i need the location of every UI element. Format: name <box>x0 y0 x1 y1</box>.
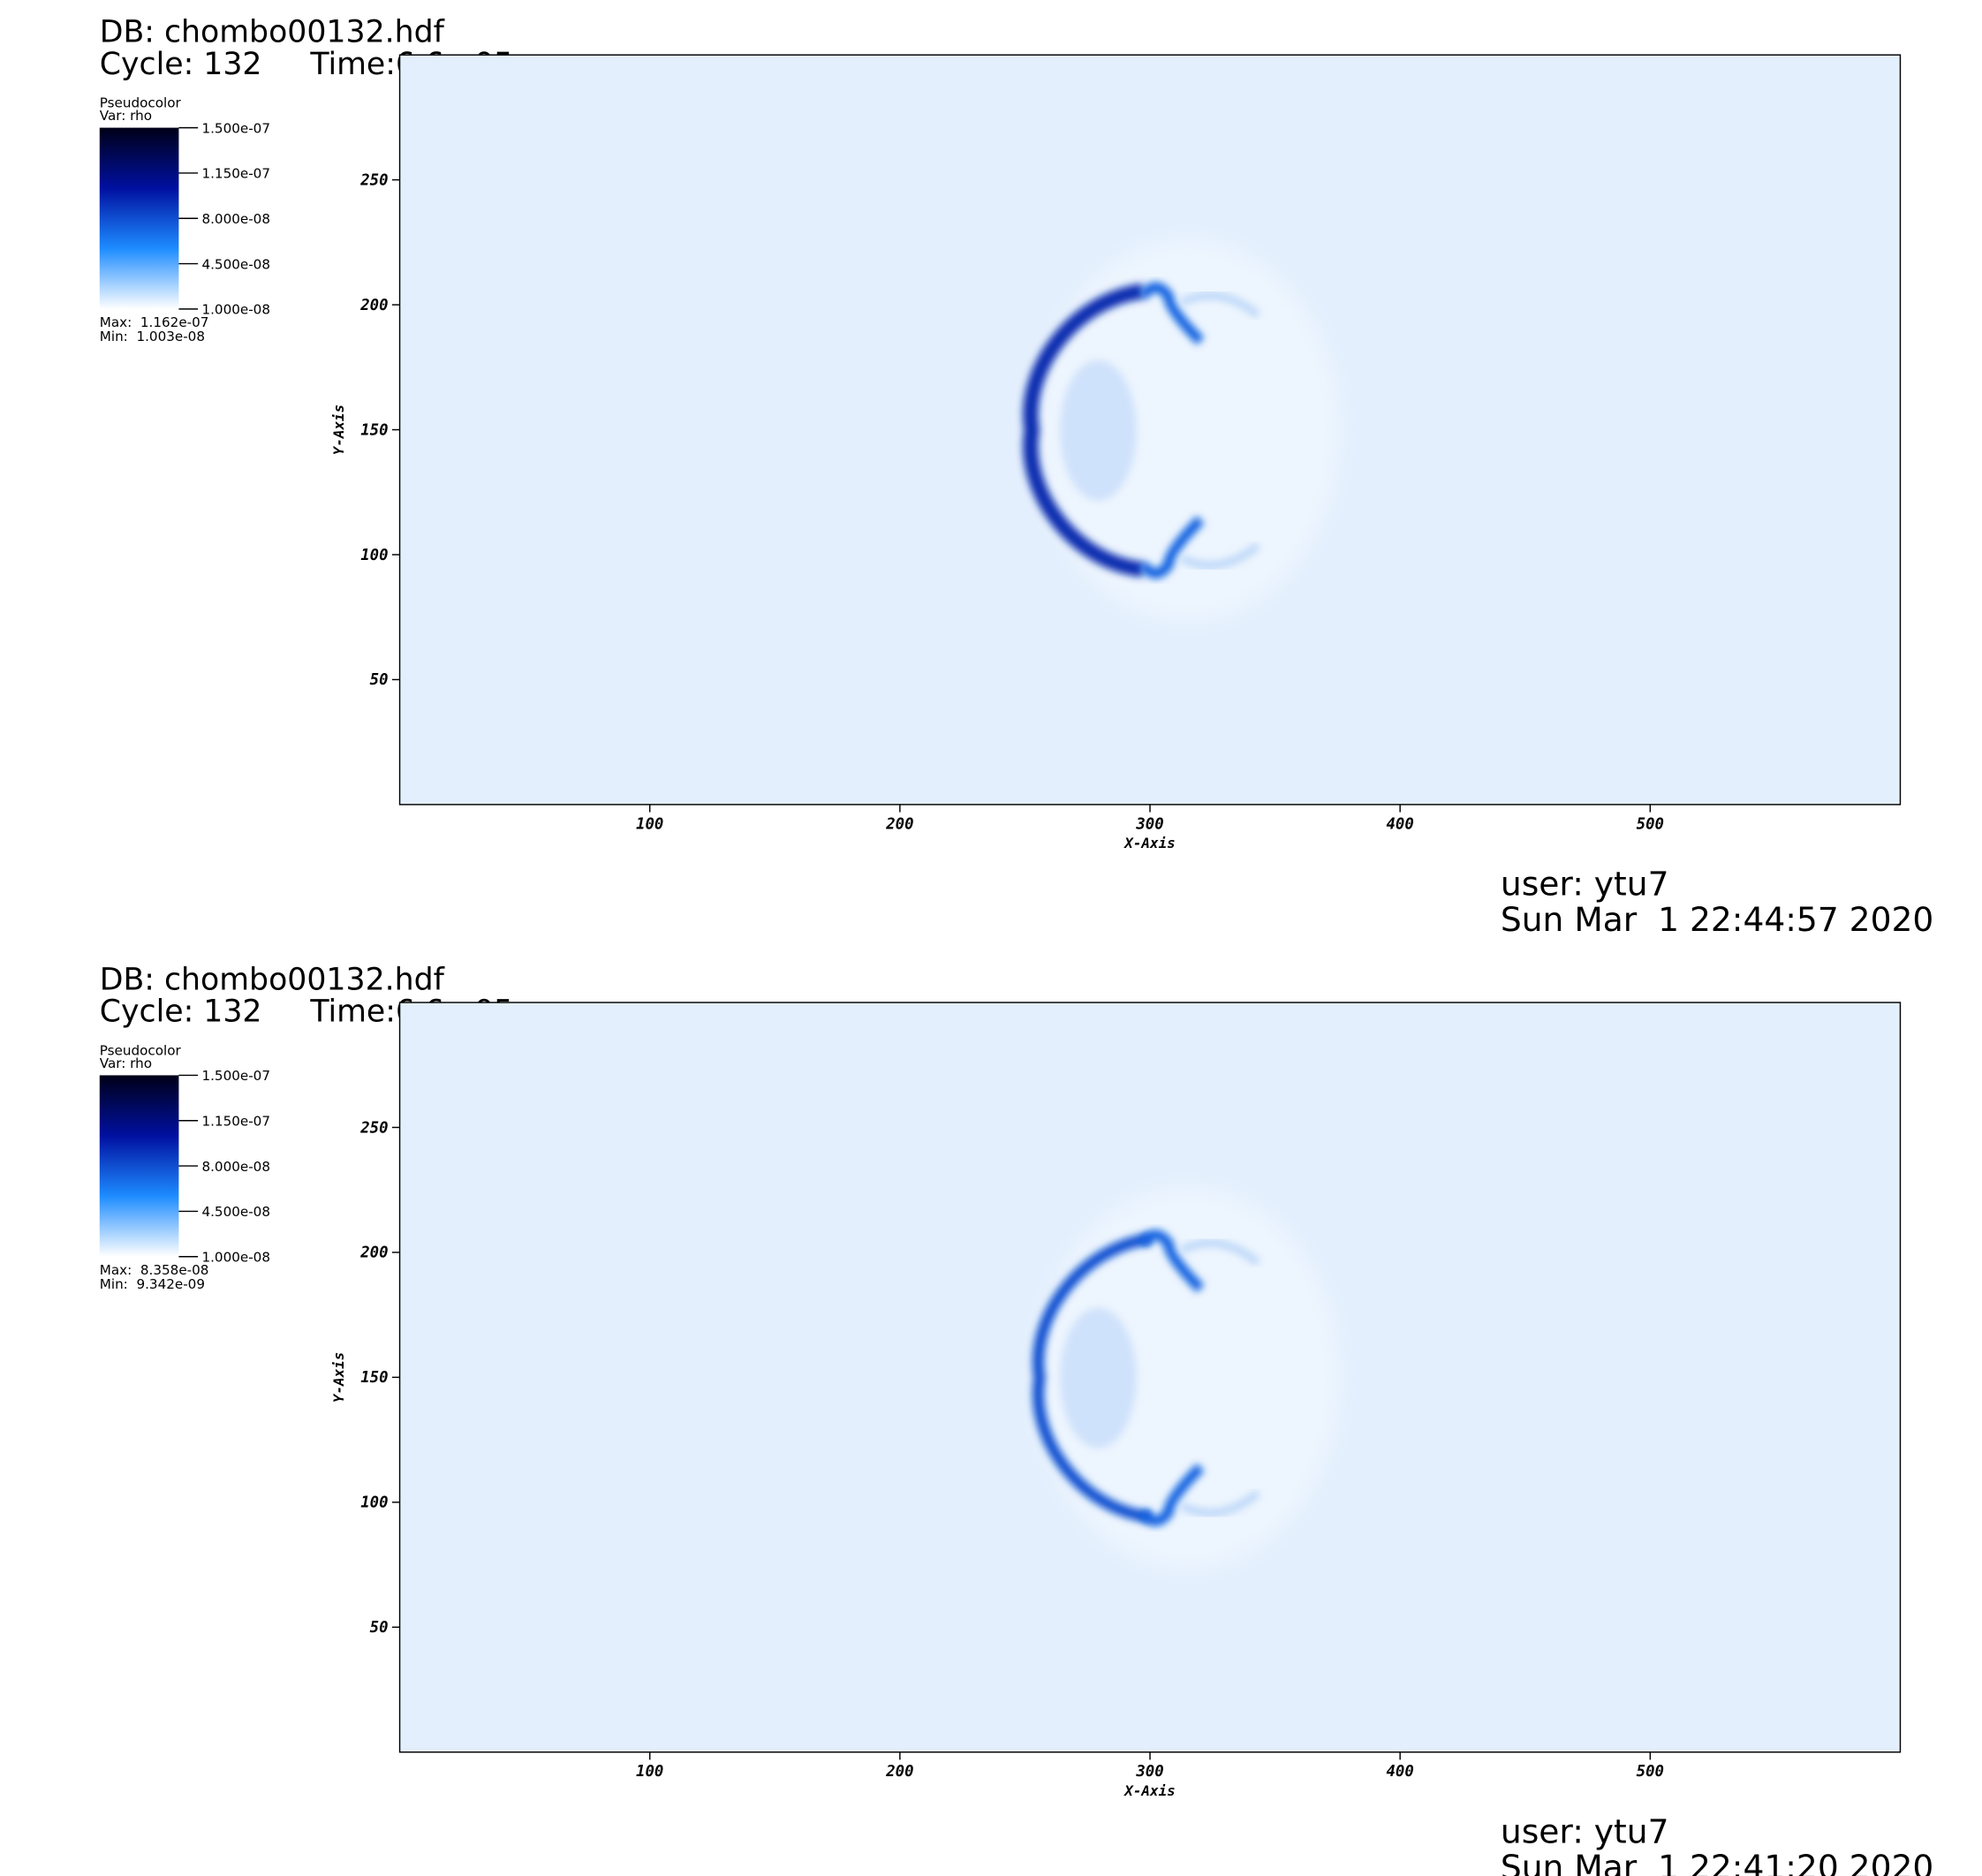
x-tick-label: 500 <box>1637 815 1664 833</box>
colorbar-tick-label: 8.000e-08 <box>201 211 270 227</box>
user: user: ytu7 <box>1501 865 1669 904</box>
x-tick-label: 500 <box>1637 1763 1664 1781</box>
field-shock <box>1033 1233 1152 1524</box>
field-plume <box>1139 282 1205 345</box>
max-label: Max: 1.162e-07 <box>100 314 209 330</box>
field-wisp <box>1179 291 1260 319</box>
x-axis-title: X-Axis <box>1123 835 1175 851</box>
user: user: ytu7 <box>1501 1812 1669 1850</box>
legend-title: Pseudocolor <box>100 95 182 110</box>
db-title: DB: chombo00132.hdf <box>100 963 445 998</box>
field-plume <box>1139 516 1205 579</box>
min-label: Min: 1.003e-08 <box>100 329 205 344</box>
field-halo <box>1034 238 1342 623</box>
colorbar-tick-label: 1.000e-08 <box>201 302 270 318</box>
x-tick-label: 200 <box>885 1763 913 1781</box>
colorbar-tick-label: 1.500e-07 <box>201 1068 270 1084</box>
legend-variable: Var: rho <box>100 108 152 124</box>
colorbar-tick-label: 1.000e-08 <box>201 1250 270 1266</box>
field-plume <box>1139 1464 1205 1526</box>
x-axis-title: X-Axis <box>1123 1782 1175 1799</box>
colorbar-tick-label: 8.000e-08 <box>201 1159 270 1175</box>
legend-variable: Var: rho <box>100 1055 152 1071</box>
max-label: Max: 8.358e-08 <box>100 1262 209 1278</box>
x-tick-label: 200 <box>885 815 913 833</box>
y-tick-label: 100 <box>360 547 388 564</box>
field-wisp <box>1179 542 1260 570</box>
colorbar <box>99 1075 179 1257</box>
field-wisp <box>1179 1239 1260 1267</box>
field-wisp <box>1179 1489 1260 1517</box>
colorbar-tick-label: 1.150e-07 <box>201 1114 270 1130</box>
cycle: Cycle: 132 <box>100 47 262 82</box>
y-tick-label: 250 <box>359 171 388 189</box>
y-tick-label: 50 <box>370 1619 389 1637</box>
field-halo <box>1034 1186 1342 1570</box>
y-tick-label: 150 <box>360 1369 388 1387</box>
field-core <box>1060 1307 1137 1449</box>
y-tick-label: 100 <box>360 1494 388 1512</box>
y-tick-label: 200 <box>359 1244 388 1262</box>
colorbar-tick-label: 1.500e-07 <box>201 120 270 136</box>
colorbar <box>99 127 179 309</box>
y-tick-label: 250 <box>359 1119 388 1137</box>
x-tick-label: 100 <box>636 815 663 833</box>
x-tick-label: 100 <box>636 1763 663 1781</box>
db-title: DB: chombo00132.hdf <box>100 15 445 50</box>
legend-title: Pseudocolor <box>100 1042 182 1058</box>
y-tick-label: 200 <box>359 297 388 314</box>
y-axis-title: Y-Axis <box>330 405 347 455</box>
field-plume <box>1139 1229 1205 1292</box>
min-label: Min: 9.342e-09 <box>100 1276 205 1292</box>
x-tick-label: 400 <box>1386 1763 1413 1781</box>
y-tick-label: 150 <box>360 421 388 439</box>
date: Sun Mar 1 22:44:57 2020 <box>1501 900 1933 939</box>
field-shock <box>1023 284 1145 578</box>
y-tick-label: 50 <box>370 671 389 689</box>
x-tick-label: 400 <box>1386 815 1413 833</box>
colorbar-tick-label: 4.500e-08 <box>201 256 270 272</box>
field-core <box>1060 359 1137 501</box>
cycle: Cycle: 132 <box>100 995 262 1030</box>
y-axis-title: Y-Axis <box>330 1352 347 1403</box>
date: Sun Mar 1 22:41:20 2020 <box>1501 1848 1933 1876</box>
x-tick-label: 300 <box>1135 815 1163 833</box>
colorbar-tick-label: 4.500e-08 <box>201 1204 270 1220</box>
colorbar-tick-label: 1.150e-07 <box>201 166 270 182</box>
x-tick-label: 300 <box>1135 1763 1163 1781</box>
